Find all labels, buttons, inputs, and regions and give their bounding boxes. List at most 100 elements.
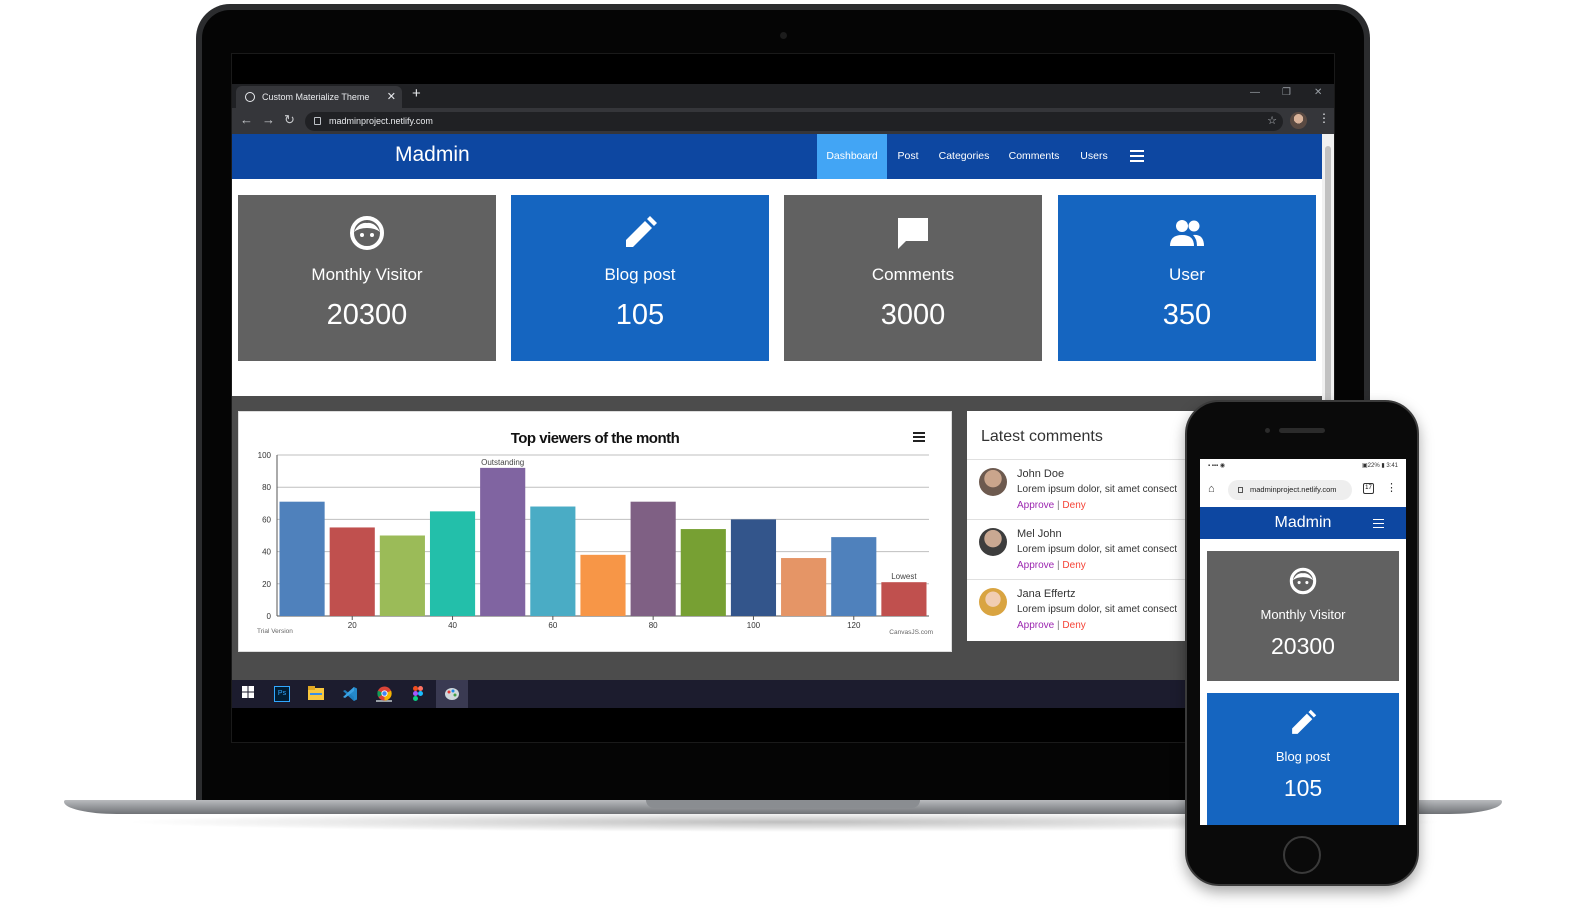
hamburger-menu-icon[interactable] — [1130, 150, 1144, 162]
address-bar-url: madminproject.netlify.com — [329, 116, 433, 126]
minimize-icon[interactable]: — — [1250, 87, 1260, 98]
comment-text: Lorem ipsum dolor, sit amet consect — [1017, 544, 1178, 555]
bar — [580, 554, 626, 616]
windows-icon[interactable] — [240, 686, 256, 702]
forward-icon[interactable]: → — [262, 112, 275, 127]
bar — [630, 501, 676, 616]
nav-comments[interactable]: Comments — [1008, 150, 1060, 162]
approve-link[interactable]: Approve — [1017, 560, 1055, 571]
stat-value: 105 — [615, 299, 665, 331]
phone-menu-icon[interactable]: ⋮ — [1386, 482, 1397, 494]
approve-link[interactable]: Approve — [1017, 500, 1055, 511]
chart-menu-icon[interactable] — [913, 432, 925, 442]
stat-value: 105 — [1283, 775, 1323, 801]
paint-icon[interactable] — [436, 680, 468, 708]
stats-section: Monthly Visitor 20300 Blog post 105 Comm… — [232, 179, 1324, 396]
stat-card-visitors: Monthly Visitor 20300 — [238, 195, 496, 361]
chart-watermark-left: Trial Version — [257, 628, 293, 635]
address-bar[interactable]: madminproject.netlify.com ☆ — [305, 112, 1283, 131]
browser-menu-icon[interactable]: ⋮ — [1318, 111, 1330, 125]
avatar — [979, 528, 1007, 556]
stat-label: Comments — [871, 265, 955, 284]
separator: | — [1057, 620, 1060, 631]
tab-title: Custom Materialize Theme — [262, 92, 370, 102]
windows-taskbar: Ps — [232, 680, 1334, 708]
phone-screen: ▪ ▪▪▪ ◉ ▣22% ▮ 3:41 ⌂ madminproject.netl… — [1200, 459, 1406, 825]
deny-link[interactable]: Deny — [1062, 500, 1086, 511]
stat-card-comments: Comments 3000 — [784, 195, 1042, 361]
comment-author: John Doe — [1017, 468, 1065, 480]
home-icon[interactable]: ⌂ — [1208, 483, 1215, 495]
bar — [881, 582, 927, 616]
back-icon[interactable]: ← — [240, 112, 253, 127]
nav-users[interactable]: Users — [1080, 150, 1108, 162]
restore-icon[interactable]: ❐ — [1282, 87, 1291, 98]
vscode-icon[interactable] — [342, 686, 358, 702]
comment-actions: Approve | Deny — [1017, 560, 1086, 571]
x-tick-label: 80 — [649, 621, 658, 630]
x-tick-label: 120 — [847, 621, 861, 630]
phone-camera — [1265, 428, 1270, 433]
chart-title: Top viewers of the month — [510, 430, 680, 447]
approve-link[interactable]: Approve — [1017, 620, 1055, 631]
stat-value: 20300 — [326, 299, 408, 331]
app-navbar: Madmin Dashboard Post Categories Comment… — [232, 134, 1324, 179]
deny-link[interactable]: Deny — [1062, 620, 1086, 631]
face-icon — [350, 216, 384, 250]
bookmark-star-icon[interactable]: ☆ — [1267, 115, 1277, 127]
y-tick-label: 80 — [262, 483, 271, 492]
pencil-icon — [626, 216, 657, 247]
bar — [831, 537, 877, 616]
deny-link[interactable]: Deny — [1062, 560, 1086, 571]
x-tick-label: 40 — [448, 621, 457, 630]
laptop-screen: Custom Materialize Theme ✕ + — ❐ ✕ ← → ↻… — [231, 53, 1335, 743]
file-explorer-icon[interactable] — [308, 686, 324, 702]
stat-value: 3000 — [880, 299, 946, 331]
phone-mockup: ▪ ▪▪▪ ◉ ▣22% ▮ 3:41 ⌂ madminproject.netl… — [1185, 400, 1419, 886]
reload-icon[interactable]: ↻ — [284, 112, 295, 127]
brand-logo[interactable]: Madmin — [395, 143, 470, 166]
figma-icon[interactable] — [410, 686, 426, 702]
browser-tab[interactable]: Custom Materialize Theme ✕ — [236, 86, 402, 108]
phone-stat-card-blog-posts: Blog post 105 — [1207, 693, 1399, 825]
nav-categories[interactable]: Categories — [938, 150, 990, 162]
avatar — [979, 468, 1007, 496]
phone-address-bar[interactable]: madminproject.netlify.com — [1228, 480, 1352, 500]
bar — [329, 527, 375, 616]
profile-avatar[interactable] — [1290, 112, 1307, 129]
nav-dashboard[interactable]: Dashboard — [817, 134, 887, 179]
comment-text: Lorem ipsum dolor, sit amet consect — [1017, 604, 1178, 615]
phone-brand-logo[interactable]: Madmin — [1274, 514, 1332, 531]
tab-close-icon[interactable]: ✕ — [386, 91, 396, 103]
face-icon — [1289, 567, 1317, 595]
close-window-icon[interactable]: ✕ — [1314, 87, 1323, 98]
stat-label: Blog post — [604, 265, 676, 284]
phone-url: madminproject.netlify.com — [1250, 485, 1337, 494]
nav-post[interactable]: Post — [897, 150, 919, 162]
comment-author: Mel John — [1017, 528, 1062, 540]
scrollbar-thumb[interactable] — [1325, 146, 1331, 406]
lock-icon — [1238, 487, 1243, 493]
comment-icon — [898, 218, 928, 249]
stat-label: Blog post — [1275, 749, 1331, 764]
data-label: Lowest — [891, 572, 917, 581]
photoshop-icon[interactable]: Ps — [274, 686, 290, 702]
chart-canvas: 0 20 40 60 80 100 20 40 60 80 100 120 Outstanding Low… — [257, 451, 933, 636]
laptop-camera — [780, 32, 787, 39]
comment-author: Jana Effertz — [1017, 588, 1076, 600]
comment-item: Mel John Lorem ipsum dolor, sit amet con… — [967, 519, 1227, 579]
pencil-icon — [1292, 709, 1317, 734]
lock-icon — [314, 117, 321, 125]
hamburger-menu-icon[interactable] — [1373, 519, 1384, 528]
bar — [279, 501, 325, 616]
bar — [429, 511, 476, 616]
chrome-icon[interactable] — [376, 686, 392, 702]
browser-toolbar: ← → ↻ madminproject.netlify.com ☆ ⋮ — [232, 108, 1334, 134]
latest-comments-card: Latest comments John Doe Lorem ipsum dol… — [967, 411, 1227, 641]
new-tab-button[interactable]: + — [412, 85, 421, 102]
separator: | — [1057, 500, 1060, 511]
tab-switcher-icon[interactable]: 17 — [1363, 483, 1374, 494]
phone-home-button[interactable] — [1283, 836, 1321, 874]
comment-text: Lorem ipsum dolor, sit amet consect — [1017, 484, 1178, 495]
